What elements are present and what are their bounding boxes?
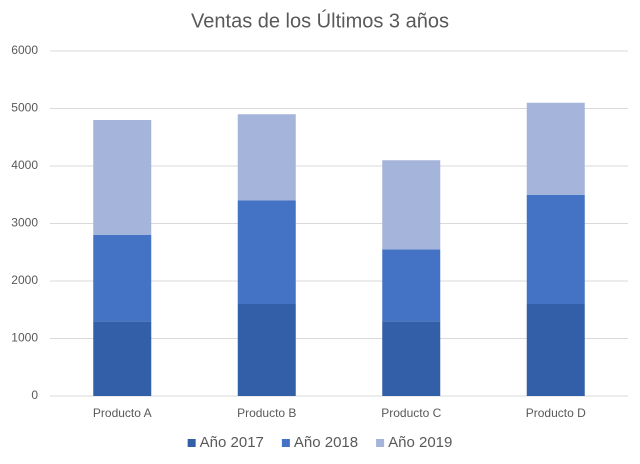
y-tick-label: 3000 (11, 216, 38, 230)
chart-title: Ventas de los Últimos 3 años (191, 9, 449, 32)
legend-swatch (281, 439, 290, 447)
x-tick-label: Producto A (93, 406, 152, 420)
bar-segment (93, 120, 152, 235)
bar-segment (526, 102, 585, 195)
y-tick-label: 5000 (11, 101, 38, 115)
bar-segment (382, 249, 441, 322)
x-tick-label: Producto C (381, 406, 441, 420)
bar-segment (237, 200, 296, 304)
bar-segment (382, 160, 441, 250)
bar-segment (93, 235, 152, 322)
bar-segment (237, 114, 296, 201)
bar-segment (526, 194, 585, 304)
legend-swatch (376, 439, 385, 447)
x-tick-label: Producto D (526, 406, 586, 420)
legend-swatch (187, 439, 196, 447)
bar-segment (526, 304, 585, 396)
bar-segment (382, 321, 441, 396)
bar-segment (237, 304, 296, 396)
legend: Año 2017 Año 2018 Año 2019 (187, 434, 452, 451)
y-tick-label: 1000 (11, 331, 38, 345)
y-tick-label: 2000 (11, 273, 38, 287)
y-tick-label: 6000 (11, 43, 38, 57)
legend-label: Año 2019 (388, 434, 452, 451)
legend-label: Año 2017 (200, 434, 264, 451)
y-tick-label: 4000 (11, 158, 38, 172)
x-tick-label: Producto B (237, 406, 296, 420)
y-tick-label: 0 (31, 388, 38, 402)
legend-label: Año 2018 (294, 434, 358, 451)
bar-segment (93, 321, 152, 396)
